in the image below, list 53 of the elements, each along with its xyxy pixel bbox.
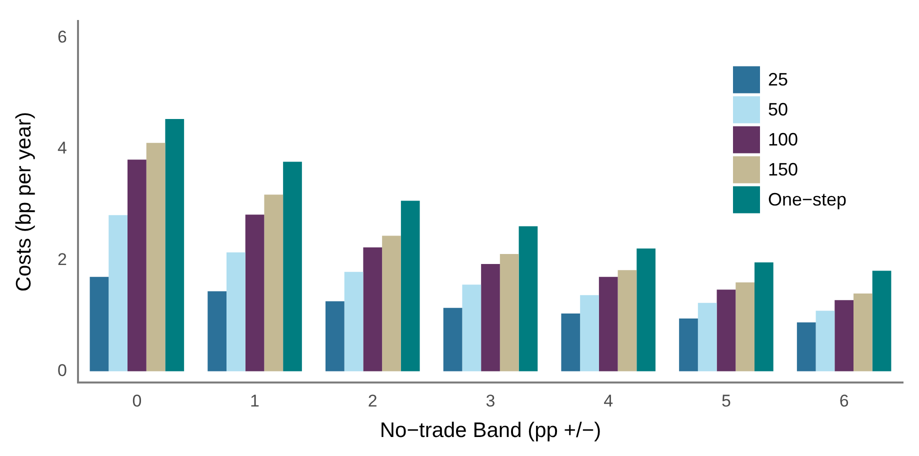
legend-label: 150 [768, 160, 798, 180]
bar [872, 270, 892, 372]
x-tick-label: 5 [721, 391, 731, 410]
bar [128, 160, 146, 372]
legend-label: One−step [768, 190, 847, 210]
legend-label: 50 [768, 100, 788, 120]
bar [443, 308, 462, 372]
bar [382, 236, 401, 372]
legend-label: 100 [768, 130, 798, 150]
bar [481, 264, 500, 372]
bar [580, 295, 599, 372]
bar [598, 276, 618, 372]
bar [854, 293, 872, 372]
legend-label: 25 [768, 70, 788, 90]
bar [462, 284, 482, 372]
bar [834, 300, 854, 372]
x-tick-label: 2 [368, 391, 378, 410]
bar [679, 318, 698, 372]
y-axis-title: Costs (bp per year) [12, 112, 36, 292]
bar [90, 276, 109, 372]
y-tick-label: 0 [58, 360, 67, 380]
x-axis-title: No−trade Band (pp +/−) [380, 419, 602, 442]
x-tick-label: 0 [132, 391, 142, 410]
y-tick-label: 6 [58, 28, 67, 47]
bar [636, 248, 656, 372]
y-tick-label: 4 [58, 138, 67, 158]
bar [816, 310, 835, 372]
bar [264, 194, 284, 372]
bar [146, 142, 166, 372]
bar [165, 119, 184, 372]
bar [283, 162, 302, 372]
x-tick-label: 3 [486, 391, 496, 410]
x-tick-label: 6 [839, 391, 849, 410]
bar [618, 270, 637, 372]
bar [698, 302, 717, 372]
bar [561, 313, 580, 372]
y-tick-label: 2 [58, 250, 67, 269]
bar [108, 215, 128, 372]
bar [245, 214, 264, 372]
bar [363, 247, 382, 372]
x-tick-label: 1 [250, 391, 260, 410]
bar [716, 290, 736, 372]
bar [326, 301, 344, 372]
bar [226, 252, 246, 372]
bar [796, 322, 816, 372]
x-tick-label: 4 [604, 391, 614, 410]
bar [208, 291, 226, 372]
bar [736, 282, 754, 372]
bar [344, 272, 364, 372]
bar [500, 254, 519, 372]
bar [400, 200, 420, 372]
bar [518, 226, 538, 372]
bar [754, 262, 774, 372]
